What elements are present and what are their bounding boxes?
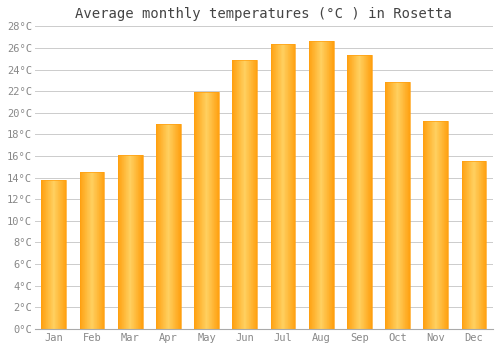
Bar xyxy=(424,121,448,329)
Bar xyxy=(232,60,257,329)
Bar xyxy=(385,83,410,329)
Title: Average monthly temperatures (°C ) in Rosetta: Average monthly temperatures (°C ) in Ro… xyxy=(76,7,452,21)
Bar xyxy=(462,161,486,329)
Bar xyxy=(309,41,334,329)
Bar xyxy=(80,172,104,329)
Bar xyxy=(156,124,181,329)
Bar xyxy=(118,155,142,329)
Bar xyxy=(270,43,295,329)
Bar xyxy=(194,92,219,329)
Bar xyxy=(42,180,66,329)
Bar xyxy=(347,55,372,329)
